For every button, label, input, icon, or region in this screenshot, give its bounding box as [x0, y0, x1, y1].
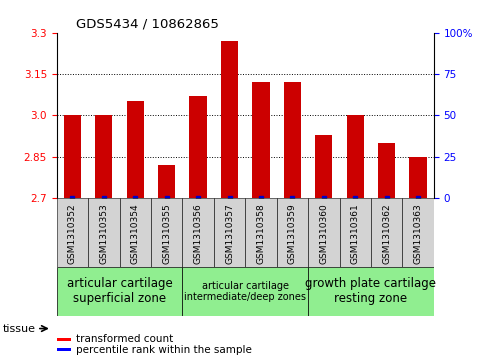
Bar: [378, 143, 395, 198]
Bar: [88, 198, 119, 267]
Text: tissue: tissue: [2, 323, 35, 334]
Text: growth plate cartilage
resting zone: growth plate cartilage resting zone: [306, 277, 436, 305]
Bar: [57, 198, 88, 267]
Bar: [189, 96, 207, 198]
Bar: [119, 198, 151, 267]
Text: GSM1310352: GSM1310352: [68, 203, 77, 264]
Bar: [284, 82, 301, 198]
Bar: [64, 115, 81, 198]
Bar: [277, 198, 308, 267]
Bar: [95, 115, 112, 198]
Text: GSM1310359: GSM1310359: [288, 203, 297, 264]
Bar: [410, 156, 427, 198]
Bar: [182, 267, 308, 316]
Bar: [158, 165, 176, 198]
Text: GSM1310357: GSM1310357: [225, 203, 234, 264]
Bar: [252, 82, 270, 198]
Text: GSM1310362: GSM1310362: [382, 203, 391, 264]
Bar: [347, 115, 364, 198]
Text: GSM1310353: GSM1310353: [99, 203, 108, 264]
Text: GSM1310356: GSM1310356: [194, 203, 203, 264]
Text: GSM1310363: GSM1310363: [414, 203, 423, 264]
Text: GSM1310361: GSM1310361: [351, 203, 360, 264]
Bar: [308, 198, 340, 267]
Text: GSM1310358: GSM1310358: [256, 203, 266, 264]
Bar: [308, 267, 434, 316]
Text: percentile rank within the sample: percentile rank within the sample: [76, 344, 252, 355]
Bar: [182, 198, 214, 267]
Text: GDS5434 / 10862865: GDS5434 / 10862865: [75, 17, 218, 30]
Bar: [214, 198, 246, 267]
Bar: [57, 338, 71, 341]
Text: GSM1310354: GSM1310354: [131, 203, 140, 264]
Text: transformed count: transformed count: [76, 334, 174, 344]
Bar: [57, 348, 71, 351]
Text: articular cartilage
intermediate/deep zones: articular cartilage intermediate/deep zo…: [184, 281, 306, 302]
Bar: [245, 198, 277, 267]
Text: GSM1310355: GSM1310355: [162, 203, 171, 264]
Bar: [340, 198, 371, 267]
Bar: [221, 41, 238, 198]
Text: GSM1310360: GSM1310360: [319, 203, 328, 264]
Bar: [57, 267, 182, 316]
Bar: [371, 198, 402, 267]
Bar: [402, 198, 434, 267]
Bar: [127, 102, 144, 198]
Text: articular cartilage
superficial zone: articular cartilage superficial zone: [67, 277, 173, 305]
Bar: [315, 135, 332, 198]
Bar: [151, 198, 182, 267]
